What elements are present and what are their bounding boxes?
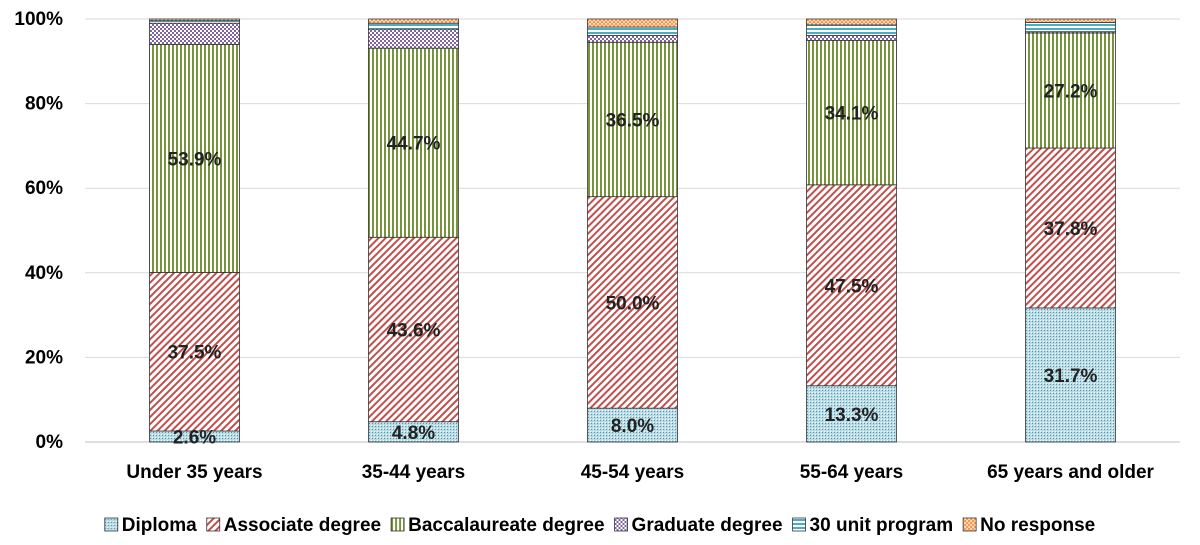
- bar-segment-graduate-degree: [149, 22, 240, 45]
- bar-segment-baccalaureate-degree: [149, 43, 240, 273]
- bar-segment-diploma: [587, 407, 678, 443]
- x-tick-label: 55-64 years: [800, 462, 904, 483]
- data-label: 4.8%: [392, 423, 435, 444]
- x-tick-label: 35-44 years: [362, 462, 466, 483]
- bar-segment-baccalaureate-degree: [368, 47, 459, 238]
- legend-label: No response: [980, 515, 1095, 536]
- legend-label: Diploma: [122, 515, 197, 536]
- y-axis: 0% 20% 40% 60% 80% 100%: [14, 9, 63, 453]
- legend-label: 30 unit program: [810, 515, 954, 536]
- y-tick-label: 40%: [25, 263, 63, 284]
- data-label: 43.6%: [387, 320, 441, 341]
- legend-item: No response: [962, 515, 1095, 536]
- bar-segment-no-response: [587, 18, 678, 28]
- data-label: 50.0%: [606, 293, 660, 314]
- bar-segment-no-response: [1025, 18, 1116, 23]
- bar-segment-30-unit-program: [1025, 21, 1116, 33]
- bar-segment-associate-degree: [368, 236, 459, 423]
- legend-label: Associate degree: [224, 515, 381, 536]
- legend-swatch: [792, 517, 806, 532]
- legend-item: Associate degree: [206, 515, 381, 536]
- bar-segment-baccalaureate-degree: [587, 41, 678, 198]
- x-axis: Under 35 years 35-44 years 45-54 years 55-6…: [126, 462, 1154, 483]
- legend-item: 30 unit program: [792, 515, 954, 536]
- legend-item: Diploma: [104, 515, 197, 536]
- bar-segment-associate-degree: [1025, 147, 1116, 309]
- bar-segment-graduate-degree: [587, 35, 678, 43]
- data-label: 53.9%: [168, 149, 222, 170]
- bar-segment-baccalaureate-degree: [1025, 32, 1116, 149]
- legend-item: Graduate degree: [614, 515, 783, 536]
- legend-label: Baccalaureate degree: [408, 515, 604, 536]
- data-label: 36.5%: [606, 110, 660, 131]
- y-tick-label: 80%: [25, 94, 63, 115]
- x-tick-label: Under 35 years: [126, 462, 262, 483]
- bar-segment-diploma: [1025, 307, 1116, 443]
- y-tick-label: 100%: [14, 9, 63, 30]
- legend-swatch: [104, 517, 119, 532]
- bars: [149, 18, 1116, 443]
- bar-segment-graduate-degree: [806, 35, 897, 41]
- y-tick-label: 20%: [25, 347, 63, 368]
- data-label: 27.2%: [1044, 81, 1098, 102]
- legend-swatch: [206, 517, 221, 532]
- bar-segment-associate-degree: [806, 184, 897, 387]
- legend-swatch: [390, 517, 405, 532]
- data-label: 31.7%: [1044, 366, 1098, 387]
- data-label: 2.6%: [173, 428, 216, 449]
- bar-segment-no-response: [368, 18, 459, 24]
- data-labels: 2.6% 37.5% 53.9% 4.8% 43.6% 44.7% 8.0% 50.0% 36.…: [168, 81, 1098, 448]
- bar-segment-baccalaureate-degree: [806, 40, 897, 186]
- bar-segment-30-unit-program: [368, 22, 459, 30]
- bar-segment-30-unit-program: [806, 24, 897, 36]
- legend-label: Graduate degree: [632, 515, 783, 536]
- y-tick-label: 0%: [36, 432, 64, 453]
- bar-segment-no-response: [149, 18, 240, 22]
- data-label: 37.5%: [168, 343, 222, 364]
- bar-segment-diploma: [806, 385, 897, 443]
- data-label: 34.1%: [825, 104, 879, 125]
- x-tick-label: 65 years and older: [987, 462, 1154, 483]
- legend-swatch: [962, 517, 977, 532]
- data-label: 47.5%: [825, 276, 879, 297]
- legend-swatch: [614, 517, 628, 532]
- bar-segment-30-unit-program: [587, 26, 678, 36]
- legend: Diploma Associate degree Baccalaureate deg…: [104, 515, 1095, 536]
- y-tick-label: 60%: [25, 178, 63, 199]
- data-label: 13.3%: [825, 405, 879, 426]
- data-label: 8.0%: [611, 416, 654, 437]
- bar-segment-no-response: [806, 18, 897, 26]
- legend-item: Baccalaureate degree: [390, 515, 605, 536]
- bar-segment-graduate-degree: [368, 28, 459, 49]
- data-label: 44.7%: [387, 134, 441, 155]
- x-tick-label: 45-54 years: [581, 462, 685, 483]
- data-label: 37.8%: [1044, 219, 1098, 240]
